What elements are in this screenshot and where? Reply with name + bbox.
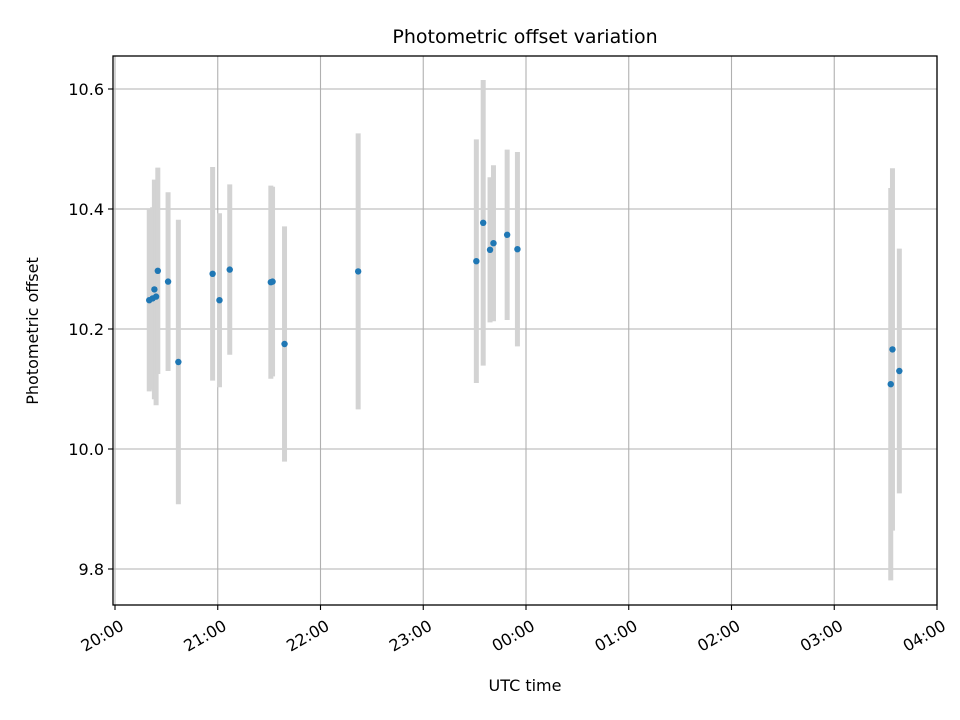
data-point: [503, 231, 511, 238]
data-point: [887, 381, 894, 388]
y-tick-label: 9.8: [79, 560, 104, 579]
data-point: [354, 268, 362, 275]
plot-frame: [112, 55, 938, 606]
y-axis: 9.8 10.0 10.2 10.4 10.6: [68, 80, 113, 579]
chart-title: Photometric offset variation: [392, 26, 657, 48]
data-point: [281, 340, 288, 348]
data-point: [209, 270, 216, 277]
y-tick-label: 10.6: [68, 80, 104, 99]
x-axis-title: UTC time: [489, 676, 562, 695]
y-tick-label: 10.4: [68, 200, 104, 219]
data-point: [216, 297, 223, 304]
data-point: [514, 246, 521, 253]
data-point: [896, 367, 903, 375]
data-point: [486, 246, 494, 253]
data-point: [479, 219, 487, 226]
grid: [113, 56, 938, 605]
y-tick-label: 10.0: [68, 440, 104, 459]
data-point: [152, 293, 160, 300]
data-point: [175, 358, 182, 366]
y-tick-label: 10.2: [68, 320, 104, 339]
data-point: [473, 258, 480, 265]
data-point: [151, 286, 158, 293]
data-points: [146, 219, 903, 388]
data-point: [154, 267, 162, 274]
y-axis-title: Photometric offset: [23, 257, 42, 405]
data-point: [164, 278, 172, 285]
data-point: [269, 278, 276, 285]
data-point: [226, 266, 233, 273]
data-point: [889, 346, 896, 353]
data-point: [490, 240, 497, 247]
